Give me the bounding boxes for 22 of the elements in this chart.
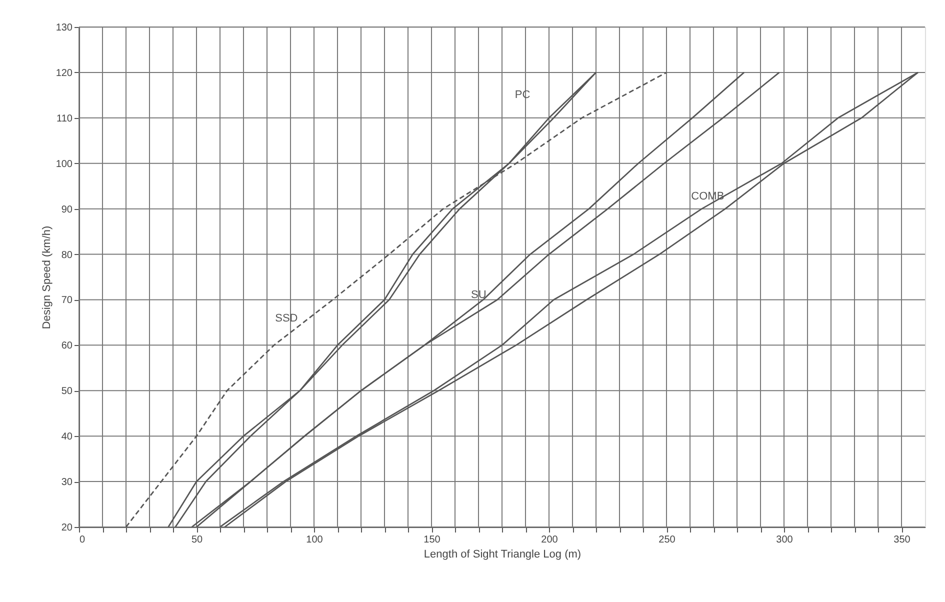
y-tick-label: 20 [61, 522, 73, 534]
y-tick-label: 90 [61, 204, 73, 216]
x-axis-title: Length of Sight Triangle Log (m) [424, 548, 582, 560]
y-tick-label: 70 [61, 295, 73, 306]
y-tick-label: 120 [56, 68, 73, 79]
x-tick-label: 0 [80, 534, 86, 546]
y-tick-label: 60 [61, 340, 73, 352]
x-tick-label: 250 [658, 534, 676, 546]
x-tick-label: 150 [424, 534, 441, 546]
x-tick-label: 200 [541, 534, 558, 546]
x-tick-label: 350 [894, 534, 911, 546]
x-tick-label: 300 [776, 534, 794, 546]
y-tick-label: 40 [61, 432, 73, 443]
x-tick-label: 100 [306, 534, 324, 546]
y-tick-label: 130 [56, 22, 73, 34]
y-tick-label: 100 [56, 158, 73, 170]
y-tick-label: 110 [56, 113, 73, 124]
y-tick-label: 80 [61, 250, 73, 261]
x-tick-label: 50 [191, 534, 203, 546]
y-tick-label: 50 [61, 386, 73, 398]
y-axis-title: Design Speed (km/h) [40, 226, 53, 330]
y-tick-label: 30 [61, 477, 73, 488]
